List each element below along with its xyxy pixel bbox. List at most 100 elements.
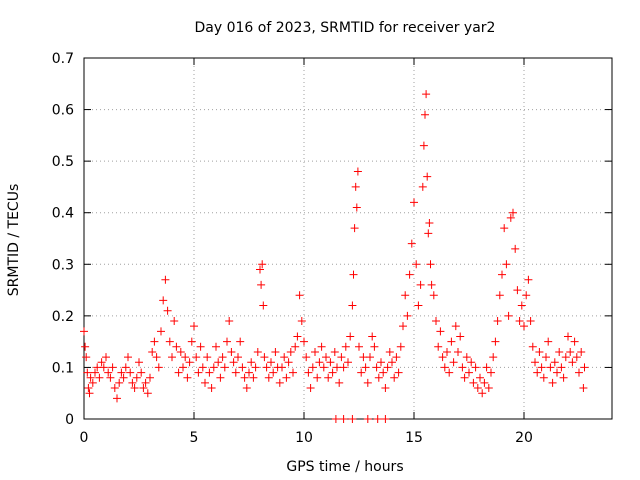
axis-ticks: 0 0.1 0.2 0.3 0.4 0.5 0.6 0.7 0 5 10 15 20: [52, 51, 612, 446]
data-point-marker: [557, 363, 566, 372]
data-point-marker: [143, 389, 152, 398]
data-point-marker: [579, 384, 588, 393]
data-point-marker: [249, 373, 258, 382]
data-point-marker: [515, 317, 524, 326]
y-tick-label: 0.5: [52, 154, 74, 170]
data-point-marker: [522, 291, 531, 300]
data-point-marker: [328, 368, 337, 377]
data-point-marker: [368, 332, 377, 341]
data-point-marker: [377, 358, 385, 367]
y-axis-label: SRMTID / TECUs: [6, 184, 22, 297]
y-tick-label: 0.4: [52, 206, 74, 222]
data-point-marker: [396, 342, 405, 351]
data-point-marker: [348, 415, 357, 423]
data-point-marker: [267, 358, 275, 367]
data-point-marker: [484, 384, 493, 393]
y-tick-label: 0.1: [52, 360, 74, 376]
data-point-marker: [476, 373, 484, 382]
data-point-marker: [429, 291, 438, 300]
data-point-marker: [462, 353, 471, 362]
data-point-marker: [240, 373, 249, 382]
data-point-marker: [88, 378, 97, 387]
data-point-marker: [517, 301, 526, 310]
data-point-marker: [257, 280, 266, 289]
data-point-marker: [454, 347, 462, 356]
data-point-marker: [542, 353, 550, 362]
data-point-marker: [440, 363, 449, 372]
data-point-marker: [86, 373, 95, 382]
data-point-marker: [443, 347, 451, 356]
data-point-marker: [115, 378, 124, 387]
data-point-marker: [436, 327, 445, 336]
data-point-marker: [293, 332, 302, 341]
data-point-marker: [346, 332, 355, 341]
data-point-marker: [216, 373, 225, 382]
data-point-marker: [487, 368, 495, 377]
data-point-marker: [566, 347, 575, 356]
data-point-marker: [405, 270, 414, 279]
data-point-marker: [414, 301, 423, 310]
data-point-marker: [577, 347, 586, 356]
data-point-marker: [313, 373, 322, 382]
data-point-marker: [425, 219, 434, 228]
data-point-marker: [291, 342, 300, 351]
data-point-marker: [247, 358, 256, 367]
data-point-marker: [308, 363, 317, 372]
data-point-marker: [449, 358, 458, 367]
data-point-marker: [509, 208, 517, 217]
y-tick-label: 0.7: [52, 51, 74, 67]
data-point-marker: [390, 373, 399, 382]
data-point-marker: [253, 347, 262, 356]
data-point-marker: [456, 332, 465, 341]
data-point-marker: [419, 141, 428, 150]
data-point-marker: [432, 317, 440, 326]
y-tick-label: 0.3: [52, 257, 74, 273]
data-point-marker: [324, 373, 333, 382]
data-point-marker: [82, 353, 91, 362]
data-point-marker: [451, 322, 460, 331]
data-point-marker: [271, 347, 280, 356]
data-point-marker: [83, 368, 92, 377]
data-point-marker: [174, 368, 183, 377]
data-point-marker: [575, 368, 583, 377]
data-point-marker: [381, 384, 390, 393]
data-point-marker: [198, 363, 207, 372]
data-point-marker: [130, 384, 139, 393]
data-point-marker: [348, 301, 357, 310]
data-point-marker: [264, 373, 273, 382]
data-point-marker: [102, 353, 110, 362]
data-point-marker: [84, 384, 93, 393]
x-tick-label: 5: [190, 430, 199, 446]
data-point-marker: [245, 368, 253, 377]
data-point-marker: [137, 368, 146, 377]
data-point-marker: [553, 368, 561, 377]
y-tick-label: 0.2: [52, 309, 74, 325]
data-point-marker: [150, 337, 159, 346]
data-point-marker: [467, 358, 476, 367]
data-point-marker: [302, 353, 311, 362]
data-point-marker: [106, 373, 115, 382]
data-point-marker: [148, 347, 157, 356]
data-point-marker: [207, 384, 216, 393]
data-point-marker: [225, 317, 234, 326]
data-point-marker: [480, 378, 489, 387]
data-point-marker: [555, 347, 564, 356]
data-point-marker: [236, 337, 245, 346]
data-point-marker: [212, 342, 220, 351]
data-point-marker: [363, 415, 372, 423]
data-point-marker: [366, 353, 374, 362]
data-point-marker: [300, 337, 308, 346]
data-point-marker: [353, 167, 362, 176]
x-tick-label: 20: [515, 430, 533, 446]
grid: [84, 58, 612, 419]
data-point-marker: [427, 280, 436, 289]
data-point-marker: [546, 363, 555, 372]
data-point-marker: [506, 213, 515, 222]
data-point-marker: [306, 384, 315, 393]
data-point-marker: [119, 373, 128, 382]
data-point-marker: [335, 378, 344, 387]
data-point-marker: [205, 368, 214, 377]
data-point-marker: [469, 378, 478, 387]
data-point-marker: [181, 353, 190, 362]
